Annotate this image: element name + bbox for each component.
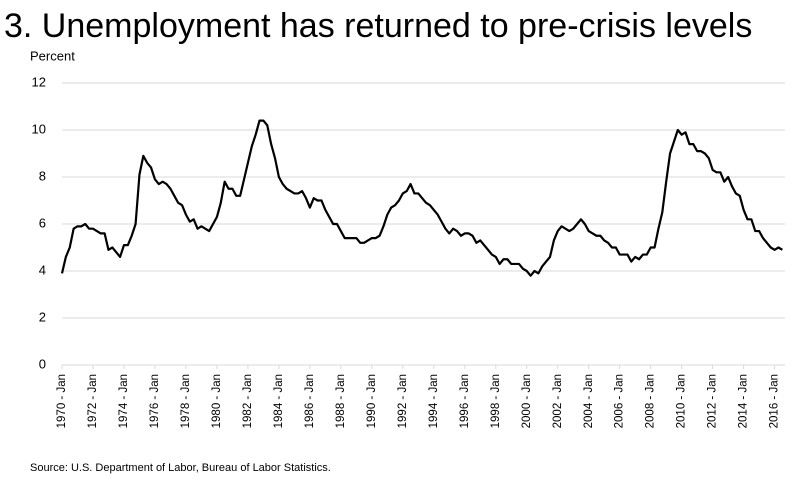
x-tick-label: 2000 - Jan [521, 374, 533, 428]
x-tick-label: 1978 - Jan [180, 374, 192, 428]
x-tick-label: 1996 - Jan [459, 374, 471, 428]
x-tick-label: 1976 - Jan [149, 374, 161, 428]
x-tick-label: 1970 - Jan [56, 374, 68, 428]
x-tick-label: 1992 - Jan [397, 374, 409, 428]
y-tick-label: 2 [39, 309, 46, 324]
x-tick-label: 1984 - Jan [273, 374, 285, 428]
chart-title: 3. Unemployment has returned to pre-cris… [4, 7, 752, 45]
x-tick-label: 1982 - Jan [242, 374, 254, 428]
x-tick-label: 1980 - Jan [211, 374, 223, 428]
y-axis-label: Percent [30, 48, 75, 63]
x-tick-label: 2002 - Jan [552, 374, 564, 428]
y-tick-label: 8 [39, 168, 46, 183]
x-tick-label: 2012 - Jan [707, 374, 719, 428]
x-tick-label: 2016 - Jan [769, 374, 781, 428]
x-tick-label: 1998 - Jan [490, 374, 502, 428]
x-tick-label: 1990 - Jan [366, 374, 378, 428]
x-tick-label: 1988 - Jan [335, 374, 347, 428]
x-tick-label: 2006 - Jan [614, 374, 626, 428]
x-tick-label: 1974 - Jan [118, 374, 130, 428]
data-line [60, 119, 783, 277]
y-tick-label: 0 [39, 356, 46, 371]
x-tick-label: 2004 - Jan [583, 374, 595, 428]
y-tick-label: 12 [32, 74, 46, 89]
x-tick-label: 1994 - Jan [428, 374, 440, 428]
source-note: Source: U.S. Department of Labor, Bureau… [30, 462, 331, 474]
y-tick-label: 4 [39, 262, 46, 277]
y-tick-label: 10 [32, 121, 46, 136]
x-tick-label: 2014 - Jan [738, 374, 750, 428]
y-tick-label: 6 [39, 215, 46, 230]
x-tick-label: 1972 - Jan [87, 374, 99, 428]
x-tick-label: 1986 - Jan [304, 374, 316, 428]
x-tick-label: 2010 - Jan [676, 374, 688, 428]
x-tick-label: 2008 - Jan [645, 374, 657, 428]
